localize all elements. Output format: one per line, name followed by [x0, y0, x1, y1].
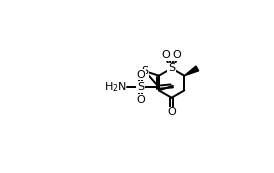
Polygon shape: [184, 66, 199, 76]
Text: O: O: [136, 70, 145, 80]
Text: S: S: [141, 66, 149, 76]
Text: O: O: [136, 95, 145, 105]
Text: S: S: [168, 63, 175, 73]
Text: O: O: [167, 107, 176, 117]
Text: H$_2$N: H$_2$N: [104, 80, 127, 94]
Text: O: O: [162, 50, 170, 60]
Text: O: O: [173, 50, 181, 60]
Text: S: S: [137, 82, 144, 92]
